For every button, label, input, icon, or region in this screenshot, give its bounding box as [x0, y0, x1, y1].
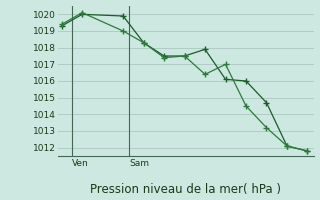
Text: Sam: Sam [129, 159, 149, 168]
Text: Pression niveau de la mer( hPa ): Pression niveau de la mer( hPa ) [90, 183, 281, 196]
Text: Ven: Ven [72, 159, 89, 168]
